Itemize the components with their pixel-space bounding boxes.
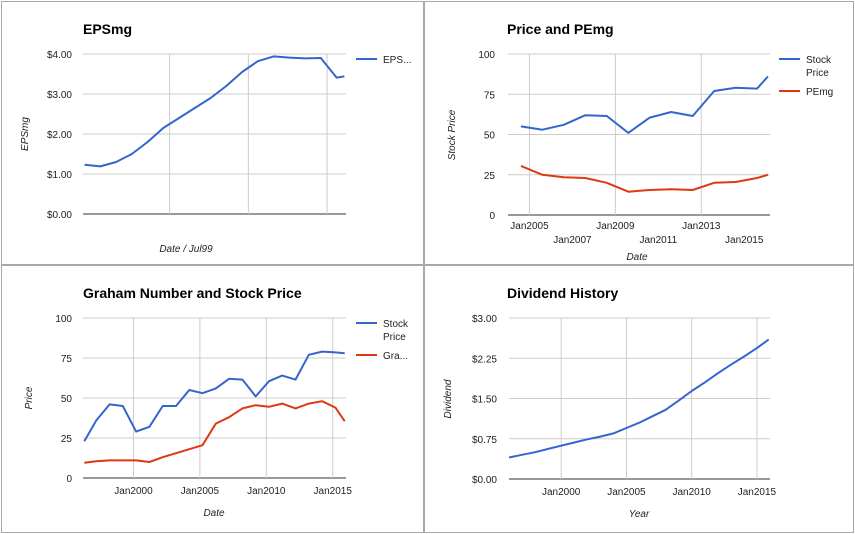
x-axis-label: Date [203, 508, 225, 519]
x-tick-label: Jan2000 [542, 487, 581, 498]
chart-title: EPSmg [83, 21, 132, 37]
y-tick-label: 50 [484, 131, 496, 142]
plot-area: 0 25 50 75 100 Jan2000 Jan2005 Jan2010 Jan2015 St… [55, 314, 409, 497]
legend-label: Stock Price [806, 55, 832, 79]
series-line [508, 338, 770, 459]
price-pemg-chart-panel: Price and PEmg Date Stock Price 0 25 50 75 1… [424, 1, 854, 265]
y-tick-label: $2.25 [472, 354, 497, 365]
series-line [84, 400, 346, 464]
y-tick-label: $1.50 [472, 395, 497, 406]
plot-area: $0.00 $0.75 $1.50 $2.25 $3.00 Jan2000 Jan2005 J… [472, 314, 777, 498]
chart-title: Price and PEmg [507, 21, 614, 37]
x-axis-label: Date / Jul99 [159, 244, 213, 255]
series-line [84, 55, 345, 168]
legend-label: Gra... [383, 351, 408, 362]
plot-area: 0 25 50 75 100 Jan2005 Jan2007 Jan2009 Jan2011 Ja… [478, 50, 833, 246]
legend-label: EPS... [383, 55, 411, 66]
y-tick-label: $2.00 [47, 130, 72, 141]
y-tick-label: 75 [484, 90, 496, 101]
x-tick-label: Jan2010 [247, 486, 286, 497]
y-tick-label: $0.75 [472, 435, 497, 446]
x-tick-label: Jan2015 [314, 486, 353, 497]
y-tick-label: $0.00 [472, 475, 497, 486]
y-tick-label: 25 [61, 434, 73, 445]
series-line [520, 164, 769, 193]
x-tick-label: Jan2011 [640, 235, 678, 246]
y-tick-label: 50 [61, 394, 73, 405]
y-tick-label: 75 [61, 354, 73, 365]
x-tick-label: Jan2015 [738, 487, 777, 498]
y-tick-label: 100 [478, 50, 495, 61]
x-tick-label: Jan2010 [673, 487, 712, 498]
eps-chart-panel: EPSmg Date / Jul99 EPSmg $0.00 $1.00 $2.00… [1, 1, 424, 265]
y-tick-label: 0 [66, 474, 72, 485]
y-axis-label: Stock Price [447, 109, 458, 160]
plot-area: $0.00 $1.00 $2.00 $3.00 $4.00 Jan2005 Jan2010 J… [47, 2, 411, 221]
x-tick-label: Jan2005 [150, 2, 189, 5]
y-tick-label: $1.00 [47, 170, 72, 181]
x-tick-label: Jan2007 [553, 235, 592, 246]
legend-label: PEmg [806, 87, 833, 98]
y-tick-label: 25 [484, 171, 496, 182]
y-tick-label: $3.00 [47, 90, 72, 101]
y-tick-label: $0.00 [47, 210, 72, 221]
legend-label: Stock Price [383, 319, 409, 343]
x-tick-label: Jan2015 [725, 235, 764, 246]
y-tick-label: $4.00 [47, 50, 72, 61]
y-tick-label: $3.00 [472, 314, 497, 325]
chart-title: Graham Number and Stock Price [83, 285, 302, 301]
x-tick-label: Jan2005 [510, 221, 549, 232]
y-tick-label: 100 [55, 314, 72, 325]
x-axis-label: Date [626, 252, 648, 263]
graham-chart-panel: Graham Number and Stock Price Date Price… [1, 265, 424, 533]
dividend-chart-panel: Dividend History Year Dividend $0.00 $0.7… [424, 265, 854, 533]
y-tick-label: 0 [489, 211, 495, 222]
y-axis-label: Price [24, 386, 35, 409]
x-tick-label: Jan2010 [229, 2, 268, 5]
series-line [83, 350, 345, 442]
x-tick-label: Jan2000 [114, 486, 153, 497]
price-pemg-chart: Price and PEmg Date Stock Price 0 25 50 75 1… [447, 21, 833, 263]
y-axis-label: Dividend [443, 379, 454, 418]
x-tick-label: Jan2005 [181, 486, 220, 497]
eps-chart: EPSmg Date / Jul99 EPSmg $0.00 $1.00 $2.00… [20, 2, 411, 255]
dividend-chart: Dividend History Year Dividend $0.00 $0.7… [443, 285, 777, 520]
graham-chart: Graham Number and Stock Price Date Price… [24, 285, 409, 519]
chart-title: Dividend History [507, 285, 618, 301]
x-tick-label: Jan2015 [308, 2, 347, 5]
x-axis-label: Year [629, 509, 650, 520]
x-tick-label: Jan2005 [607, 487, 646, 498]
series-line [520, 75, 769, 134]
y-axis-label: EPSmg [20, 117, 31, 151]
x-tick-label: Jan2013 [682, 221, 721, 232]
x-tick-label: Jan2009 [596, 221, 635, 232]
